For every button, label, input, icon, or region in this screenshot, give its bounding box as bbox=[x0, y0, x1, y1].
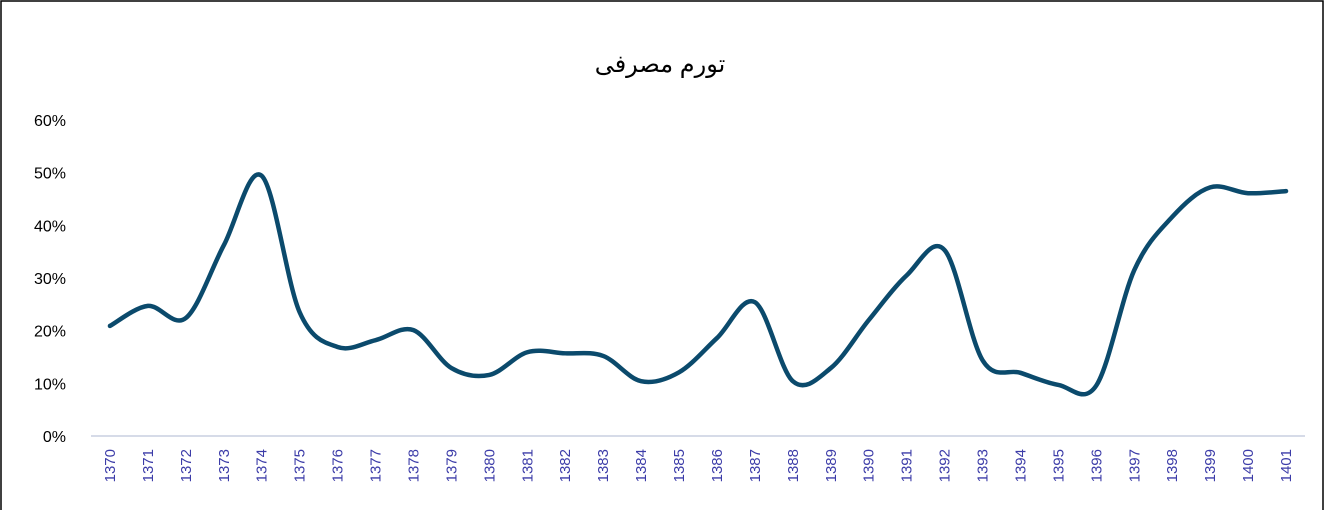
x-tick-label: 1400 bbox=[1240, 449, 1257, 482]
y-tick-label: 30% bbox=[34, 271, 66, 288]
x-tick-label: 1387 bbox=[747, 449, 764, 482]
x-tick-label: 1388 bbox=[785, 449, 802, 482]
x-tick-label: 1371 bbox=[140, 449, 157, 482]
chart-title: تورم مصرفی bbox=[595, 51, 726, 78]
x-tick-label: 1399 bbox=[1202, 449, 1219, 482]
x-tick-label: 1390 bbox=[861, 449, 878, 482]
x-tick-label: 1378 bbox=[405, 449, 422, 482]
line bbox=[107, 172, 1289, 397]
x-tick-label: 1381 bbox=[519, 449, 536, 482]
y-tick-label: 50% bbox=[34, 166, 66, 183]
x-tick-label: 1376 bbox=[330, 449, 347, 482]
y-tick-label: 10% bbox=[34, 376, 66, 393]
x-tick-label: 1389 bbox=[823, 449, 840, 482]
x-tick-label: 1380 bbox=[481, 449, 498, 482]
x-tick-label: 1379 bbox=[443, 449, 460, 482]
x-tick-label: 1386 bbox=[709, 449, 726, 482]
x-tick-label: 1397 bbox=[1126, 449, 1143, 482]
y-tick-label: 40% bbox=[34, 218, 66, 235]
y-tick-label: 0% bbox=[43, 429, 66, 446]
x-tick-label: 1370 bbox=[102, 449, 119, 482]
x-tick-label: 1395 bbox=[1050, 449, 1067, 482]
x-tick-label: 1377 bbox=[368, 449, 385, 482]
x-tick-label: 1391 bbox=[899, 449, 916, 482]
x-tick-label: 1398 bbox=[1164, 449, 1181, 482]
x-tick-label: 1382 bbox=[557, 449, 574, 482]
x-tick-label: 1373 bbox=[216, 449, 233, 482]
y-tick-label: 20% bbox=[34, 324, 66, 341]
x-tick-label: 1393 bbox=[975, 449, 992, 482]
x-tick-label: 1392 bbox=[937, 449, 954, 482]
y-tick-label: 60% bbox=[34, 113, 66, 130]
x-tick-label: 1375 bbox=[292, 449, 309, 482]
x-tick-label: 1383 bbox=[595, 449, 612, 482]
x-tick-label: 1396 bbox=[1088, 449, 1105, 482]
x-tick-label: 1401 bbox=[1278, 449, 1295, 482]
x-tick-label: 1385 bbox=[671, 449, 688, 482]
x-tick-label: 1374 bbox=[254, 449, 271, 482]
x-tick-label: 1384 bbox=[633, 449, 650, 482]
x-tick-label: 1372 bbox=[178, 449, 195, 482]
x-tick-label: 1394 bbox=[1012, 449, 1029, 482]
